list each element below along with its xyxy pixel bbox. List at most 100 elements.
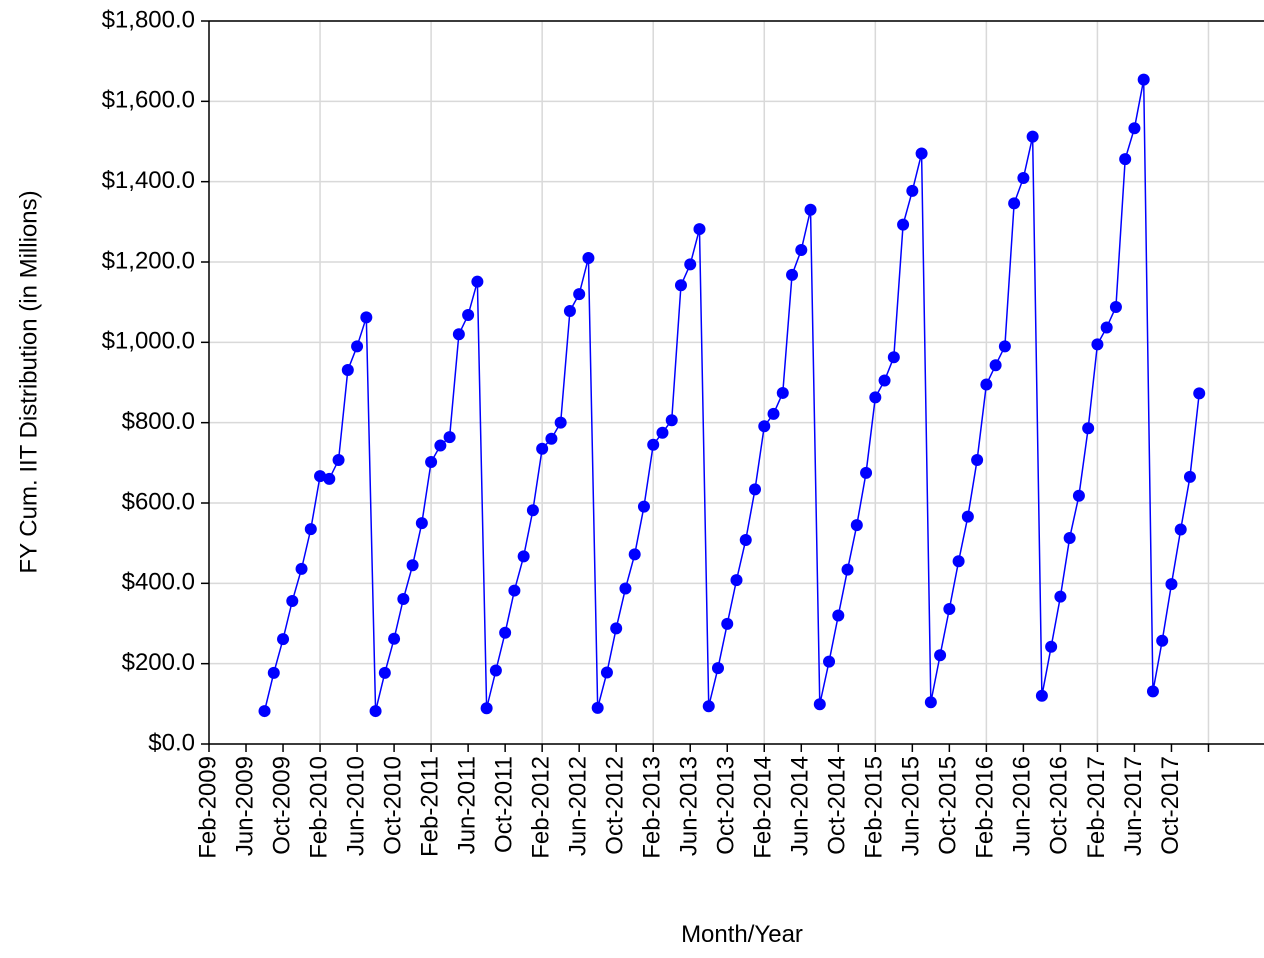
data-point <box>351 340 364 353</box>
data-point <box>869 391 882 404</box>
y-tick-label: $1,600.0 <box>102 87 195 114</box>
data-point <box>378 666 391 679</box>
x-tick-label: Jun-2011 <box>453 756 480 854</box>
data-point <box>277 633 290 646</box>
data-point <box>637 500 650 513</box>
data-point <box>776 386 789 399</box>
data-point <box>443 431 456 444</box>
data-point <box>267 666 280 679</box>
data-point <box>998 340 1011 353</box>
data-point <box>563 305 576 318</box>
data-point <box>758 420 771 433</box>
x-tick-label: Oct-2009 <box>268 756 295 855</box>
data-point <box>924 696 937 709</box>
data-point <box>961 510 974 523</box>
y-tick-label: $1,200.0 <box>102 247 195 274</box>
data-point <box>489 664 502 677</box>
x-tick-label: Feb-2012 <box>528 756 555 859</box>
x-tick-label: Jun-2014 <box>787 756 814 856</box>
x-tick-label: Feb-2011 <box>416 756 443 857</box>
x-tick-label: Feb-2009 <box>194 756 221 859</box>
x-tick-label: Jun-2012 <box>565 756 592 856</box>
x-tick-label: Oct-2014 <box>824 756 851 855</box>
x-tick-label: Jun-2013 <box>676 756 703 856</box>
data-point <box>1026 130 1039 143</box>
data-point <box>684 258 697 271</box>
x-axis-label: Month/Year <box>681 921 803 948</box>
data-point <box>619 582 632 595</box>
data-point <box>878 374 891 387</box>
data-point <box>1183 470 1196 483</box>
data-point <box>471 275 484 288</box>
data-point <box>915 147 928 160</box>
data-point <box>823 655 836 668</box>
data-point <box>1082 422 1095 435</box>
data-point <box>554 416 567 429</box>
x-tick-label: Feb-2014 <box>750 756 777 859</box>
x-tick-label: Feb-2016 <box>972 756 999 859</box>
data-point <box>388 632 401 645</box>
x-tick-label: Jun-2010 <box>342 756 369 856</box>
data-point <box>1137 73 1150 86</box>
data-point <box>360 311 373 324</box>
data-point <box>989 359 1002 372</box>
data-point <box>406 559 419 572</box>
data-point <box>415 517 428 530</box>
data-point <box>582 251 595 264</box>
data-point <box>545 432 558 445</box>
data-point <box>573 288 586 301</box>
x-tick-label: Feb-2013 <box>639 756 666 859</box>
x-tick-label: Jun-2009 <box>231 756 258 856</box>
x-tick-label: Oct-2013 <box>713 756 740 855</box>
y-tick-label: $0.0 <box>148 729 195 756</box>
data-point <box>860 466 873 479</box>
data-point <box>952 555 965 568</box>
data-point <box>1193 387 1206 400</box>
y-tick-label: $400.0 <box>122 569 195 596</box>
data-point <box>693 223 706 236</box>
data-point <box>480 702 493 715</box>
data-point <box>1156 634 1169 647</box>
data-point <box>258 705 271 718</box>
x-tick-label: Oct-2015 <box>935 756 962 855</box>
x-tick-label: Jun-2015 <box>898 756 925 856</box>
data-point <box>665 414 678 427</box>
data-point <box>1146 685 1159 698</box>
y-tick-label: $600.0 <box>122 488 195 515</box>
data-point <box>1017 172 1030 185</box>
data-point <box>804 203 817 216</box>
data-point <box>628 548 641 561</box>
data-point <box>711 662 724 675</box>
data-point <box>832 609 845 622</box>
data-point <box>332 454 345 467</box>
data-point <box>767 407 780 420</box>
data-point <box>850 519 863 532</box>
data-point <box>536 442 549 455</box>
data-point <box>397 592 410 605</box>
data-point <box>786 268 799 281</box>
data-point <box>1072 489 1085 502</box>
data-point <box>462 309 475 322</box>
x-tick-label: Jun-2016 <box>1009 756 1036 856</box>
data-point <box>499 626 512 639</box>
y-tick-label: $200.0 <box>122 649 195 676</box>
y-tick-label: $1,000.0 <box>102 328 195 355</box>
data-point <box>1174 523 1187 536</box>
data-point <box>517 550 530 563</box>
data-point <box>1165 578 1178 591</box>
data-point <box>591 701 604 714</box>
x-tick-label: Oct-2012 <box>602 756 629 855</box>
data-point <box>508 584 521 597</box>
data-point <box>934 649 947 662</box>
data-point <box>1045 640 1058 653</box>
data-point <box>526 504 539 517</box>
x-tick-label: Feb-2010 <box>305 756 332 859</box>
x-tick-label: Feb-2017 <box>1083 756 1110 859</box>
data-point <box>610 622 623 635</box>
y-axis-label: FY Cum. IIT Distribution (in Millions) <box>15 190 42 573</box>
data-point <box>749 483 762 496</box>
data-point <box>434 439 447 452</box>
data-point <box>739 533 752 546</box>
data-point <box>323 472 336 485</box>
